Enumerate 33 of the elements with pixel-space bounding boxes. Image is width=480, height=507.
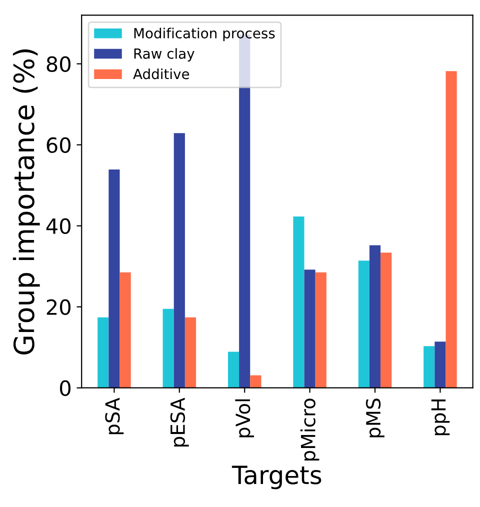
- x-axis-title: Targets: [232, 466, 322, 490]
- bar: [358, 260, 370, 388]
- bar: [250, 375, 262, 388]
- y-tick-label: 0: [60, 380, 70, 396]
- bar: [380, 252, 392, 388]
- y-tick-label: 80: [46, 56, 70, 72]
- x-tick-label: pMS: [366, 398, 384, 438]
- bar: [424, 346, 435, 388]
- bar: [369, 245, 381, 388]
- bar: [446, 71, 457, 388]
- y-axis-title: Group importance (%): [12, 49, 40, 354]
- y-tick-label: 20: [46, 299, 70, 316]
- x-tick-label: pSA: [105, 398, 124, 434]
- bar: [315, 272, 326, 388]
- bar: [228, 352, 240, 388]
- bar: [293, 216, 304, 388]
- y-tick-label: 40: [46, 218, 70, 234]
- bar: [98, 317, 109, 388]
- bar: [120, 272, 131, 388]
- bar: [184, 317, 196, 388]
- legend-label: Modification process: [134, 28, 275, 42]
- x-tick-label: pVol: [235, 399, 254, 438]
- x-tick-label: ppH: [431, 399, 450, 436]
- bar: [304, 270, 316, 388]
- bar: [434, 342, 446, 388]
- legend-label: Raw clay: [134, 48, 194, 62]
- bar: [108, 170, 120, 388]
- y-tick-label: 60: [46, 137, 70, 154]
- bar: [174, 133, 185, 388]
- legend-label: Additive: [133, 68, 190, 80]
- x-tick-label: pESA: [170, 398, 189, 446]
- x-tick-label: pMicro: [300, 398, 320, 460]
- bar: [162, 308, 174, 388]
